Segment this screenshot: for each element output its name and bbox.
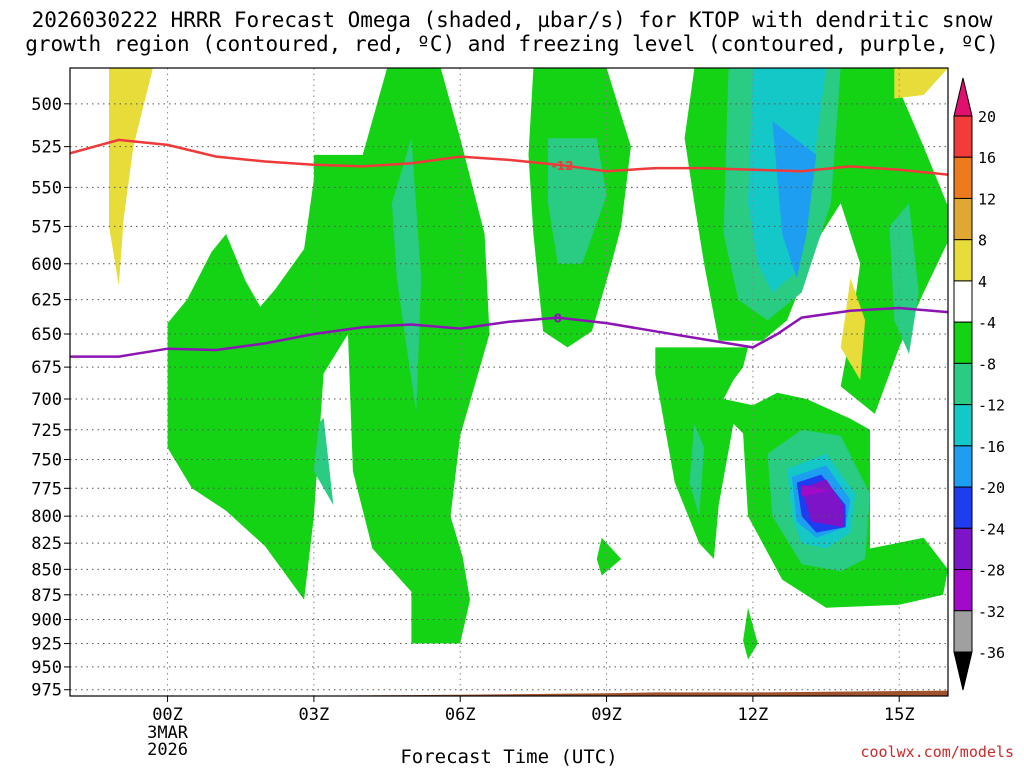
temperature-contours: -12 0 <box>70 138 948 358</box>
colorbar-box-5 <box>953 321 973 364</box>
colorbar-box-12 <box>953 610 973 653</box>
colorbar-box-10 <box>953 527 973 571</box>
omega-region-3 <box>391 138 422 412</box>
contour-line-0 <box>70 306 948 358</box>
omega-region-2 <box>313 417 334 506</box>
y-tick-label-950: 950 <box>31 658 62 678</box>
y-tick-label-725: 725 <box>31 421 62 441</box>
x-tick-label-2: 06Z <box>445 705 476 725</box>
colorbar-label-9: -20 <box>978 479 1005 497</box>
omega-region-6 <box>596 537 622 576</box>
colorbar-box-6 <box>953 362 973 406</box>
colorbar-label-6: -8 <box>978 355 996 373</box>
y-tick-label-975: 975 <box>31 681 62 701</box>
contour-line--12 <box>70 138 948 176</box>
colorbar-box-2 <box>953 197 973 241</box>
contour-label--12: -12 <box>552 159 574 173</box>
colorbar-box-4 <box>953 280 973 323</box>
colorbar-label-1: 16 <box>978 149 996 167</box>
y-tick-label-750: 750 <box>31 451 62 471</box>
colorbar-label-3: 8 <box>978 232 987 250</box>
y-tick-label-600: 600 <box>31 255 62 275</box>
y-tick-label-625: 625 <box>31 291 62 311</box>
y-tick-label-825: 825 <box>31 534 62 554</box>
y-tick-label-800: 800 <box>31 507 62 527</box>
y-tick-label-550: 550 <box>31 178 62 198</box>
omega-shaded-regions <box>70 68 948 696</box>
omega-region-20 <box>689 423 705 517</box>
omega-region-22 <box>894 68 948 99</box>
colorbar-label-0: 20 <box>978 108 996 126</box>
colorbar: 20 16 12 8 4 -4 -8 -12 -16 -20 -24 -28 -32 -36 <box>953 77 1005 691</box>
y-tick-label-900: 900 <box>31 610 62 630</box>
colorbar-box-11 <box>953 569 973 612</box>
colorbar-box-8 <box>953 445 973 488</box>
title-line-2: growth region (contoured, red, ºC) and f… <box>25 32 999 56</box>
colorbar-box-7 <box>953 404 973 447</box>
y-tick-label-775: 775 <box>31 479 62 499</box>
x-tick-label-1: 03Z <box>299 705 330 725</box>
grid-lines <box>70 68 948 696</box>
colorbar-label-5: -4 <box>978 314 996 332</box>
omega-region-0 <box>109 68 153 286</box>
colorbar-label-2: 12 <box>978 190 996 208</box>
colorbar-label-11: -28 <box>978 562 1005 580</box>
colorbar-box-9 <box>953 486 973 529</box>
colorbar-label-13: -36 <box>978 644 1005 662</box>
colorbar-bottom-arrow <box>953 651 973 691</box>
y-tick-label-575: 575 <box>31 217 62 237</box>
omega-region-19 <box>801 484 831 497</box>
y-tick-label-500: 500 <box>31 95 62 115</box>
x-tick-label-4: 12Z <box>738 705 769 725</box>
plot-frame <box>69 67 949 697</box>
colorbar-box-3 <box>953 239 973 282</box>
terrain-fill <box>70 690 948 696</box>
colorbar-box-1 <box>953 156 973 199</box>
y-tick-label-650: 650 <box>31 325 62 345</box>
colorbar-box-0 <box>953 115 973 158</box>
x-tick-label-3: 09Z <box>591 705 622 725</box>
pressure-axis: 500 525 550 575 600 625 650 675 700 725 750 775 800 8… <box>31 95 70 701</box>
colorbar-label-10: -24 <box>978 520 1005 538</box>
credit-text: coolwx.com/models <box>860 743 1014 761</box>
colorbar-top-arrow <box>953 77 973 117</box>
contour-label-0: 0 <box>554 312 562 326</box>
y-tick-label-700: 700 <box>31 390 62 410</box>
omega-region-1 <box>167 68 490 644</box>
colorbar-label-12: -32 <box>978 603 1005 621</box>
y-tick-label-875: 875 <box>31 586 62 606</box>
x-tick-date-1: 2026 <box>147 740 188 760</box>
x-axis-label: Forecast Time (UTC) <box>400 746 617 768</box>
title-line-1: 2026030222 HRRR Forecast Omega (shaded, … <box>31 8 993 32</box>
omega-region-11 <box>889 203 919 354</box>
x-tick-label-5: 15Z <box>884 705 915 725</box>
x-tick-label-0: 00Z <box>152 705 183 725</box>
colorbar-label-7: -12 <box>978 397 1005 415</box>
omega-region-12 <box>840 278 866 380</box>
omega-region-21 <box>743 607 758 660</box>
x-tick-date-0: 3MAR <box>147 723 189 743</box>
omega-region-10 <box>772 121 817 279</box>
colorbar-label-8: -16 <box>978 438 1005 456</box>
y-tick-label-925: 925 <box>31 635 62 655</box>
y-tick-label-525: 525 <box>31 138 62 158</box>
y-tick-label-675: 675 <box>31 358 62 378</box>
chart-title: 2026030222 HRRR Forecast Omega (shaded, … <box>0 8 1024 56</box>
y-tick-label-850: 850 <box>31 560 62 580</box>
colorbar-label-4: 4 <box>978 273 987 291</box>
